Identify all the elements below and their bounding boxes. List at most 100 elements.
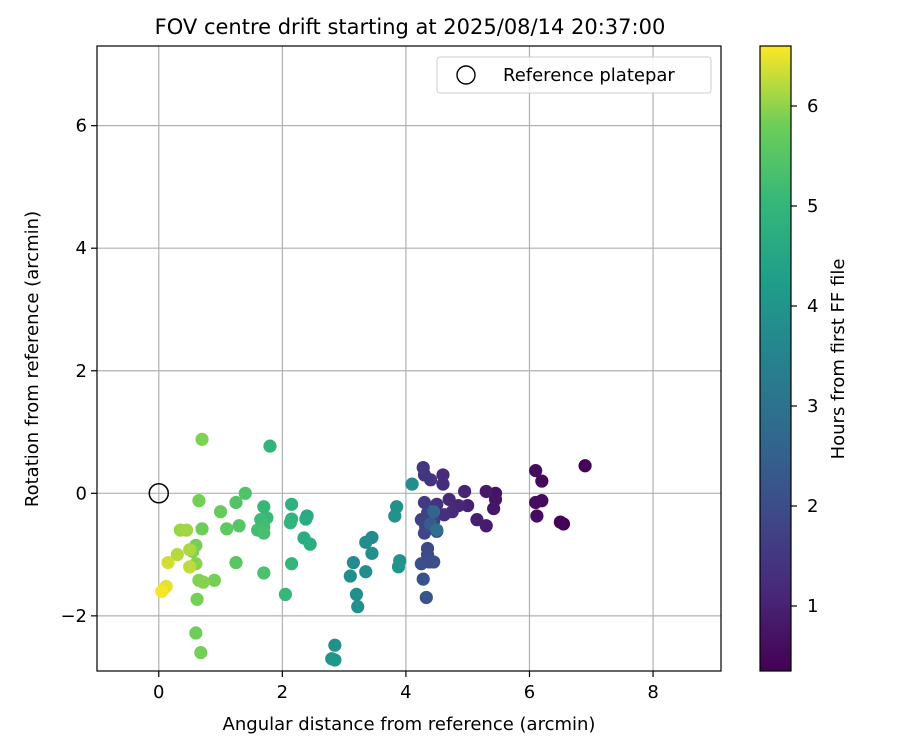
- data-point: [351, 600, 365, 614]
- reference-marker-layer: [148, 483, 170, 504]
- data-point: [553, 515, 567, 529]
- data-point: [405, 477, 419, 491]
- x-tick-label: 8: [647, 682, 658, 703]
- data-point: [195, 432, 209, 446]
- data-point: [194, 646, 208, 660]
- legend-marker-reference: [456, 65, 476, 85]
- data-point: [391, 560, 406, 574]
- data-point: [487, 502, 501, 516]
- data-point: [299, 512, 313, 526]
- data-point: [189, 626, 203, 640]
- data-point: [349, 587, 364, 602]
- data-point: [161, 555, 175, 570]
- x-axis-label: Angular distance from reference (arcmin): [223, 714, 596, 735]
- data-point: [529, 464, 543, 478]
- colorbar: 1 2 3 4 5 6 Hours from first FF file: [759, 45, 849, 672]
- data-point: [257, 500, 271, 514]
- y-tick-label: −2: [60, 606, 87, 627]
- data-points: [155, 432, 592, 667]
- data-point: [170, 547, 184, 562]
- data-point: [220, 522, 234, 536]
- data-point: [346, 555, 360, 570]
- x-tick-label: 2: [277, 682, 288, 703]
- colorbar-tick-label: 4: [807, 296, 818, 317]
- legend: Reference platepar: [436, 56, 712, 94]
- data-point: [213, 505, 228, 519]
- plot-frame: [96, 45, 722, 672]
- colorbar-tick-label: 6: [807, 96, 818, 117]
- data-point: [179, 523, 194, 537]
- data-point: [388, 509, 402, 523]
- chart-title: FOV centre drift starting at 2025/08/14 …: [155, 15, 666, 39]
- x-axis-ticks: 0 2 4 6 8: [153, 671, 659, 703]
- data-point: [530, 509, 544, 523]
- data-point: [419, 590, 433, 605]
- data-point: [232, 519, 246, 533]
- data-point: [343, 569, 357, 583]
- data-point: [263, 439, 277, 453]
- data-point: [578, 459, 592, 473]
- legend-label-reference: Reference platepar: [503, 65, 675, 86]
- y-axis-label: Rotation from reference (arcmin): [22, 211, 43, 507]
- colorbar-tick-label: 5: [807, 196, 818, 217]
- data-point: [427, 555, 441, 569]
- data-point: [229, 555, 243, 570]
- data-point: [427, 505, 441, 519]
- data-point: [416, 460, 430, 475]
- data-point: [535, 474, 549, 488]
- y-tick-label: 2: [76, 361, 87, 382]
- data-point: [155, 584, 169, 598]
- data-point: [192, 494, 206, 508]
- data-point: [238, 486, 252, 500]
- y-axis-ticks: −2 0 2 4 6: [60, 116, 97, 627]
- data-point: [416, 572, 430, 586]
- data-point: [470, 513, 484, 527]
- data-point: [430, 523, 444, 537]
- reference-point-marker: [148, 483, 170, 504]
- y-tick-label: 6: [76, 116, 87, 137]
- data-point: [278, 587, 293, 602]
- data-point: [436, 477, 450, 491]
- grid: [97, 46, 721, 671]
- data-point: [285, 497, 299, 511]
- colorbar-gradient: [760, 46, 791, 671]
- colorbar-label: Hours from first FF file: [828, 259, 849, 460]
- y-tick-label: 4: [76, 238, 87, 259]
- colorbar-frame: [759, 45, 792, 672]
- data-point: [285, 557, 299, 571]
- x-tick-label: 0: [153, 682, 164, 703]
- colorbar-ticks: 1 2 3 4 5 6: [791, 96, 818, 617]
- data-point: [183, 560, 197, 574]
- data-point: [461, 498, 475, 513]
- x-tick-label: 4: [400, 682, 411, 703]
- data-point: [436, 468, 450, 482]
- data-point: [417, 495, 432, 510]
- colorbar-tick-label: 1: [807, 596, 818, 617]
- data-point: [196, 575, 210, 589]
- data-point: [479, 484, 493, 499]
- legend-box: [436, 56, 712, 94]
- data-point: [257, 566, 271, 580]
- data-point: [183, 543, 197, 557]
- data-point: [359, 565, 373, 579]
- data-point: [365, 546, 379, 560]
- colorbar-tick-label: 3: [807, 396, 818, 417]
- data-point: [190, 592, 204, 606]
- data-point: [529, 495, 543, 510]
- data-point: [229, 495, 243, 510]
- data-point: [283, 516, 297, 530]
- data-point: [195, 522, 209, 536]
- data-point: [458, 484, 472, 499]
- data-point: [303, 537, 317, 551]
- data-point: [479, 519, 493, 533]
- y-tick-label: 0: [76, 483, 87, 504]
- data-point: [328, 638, 342, 652]
- data-point: [437, 508, 451, 522]
- data-point: [207, 573, 221, 587]
- x-tick-label: 6: [524, 682, 535, 703]
- data-point: [414, 557, 428, 571]
- data-point: [257, 526, 271, 540]
- data-point: [328, 653, 342, 667]
